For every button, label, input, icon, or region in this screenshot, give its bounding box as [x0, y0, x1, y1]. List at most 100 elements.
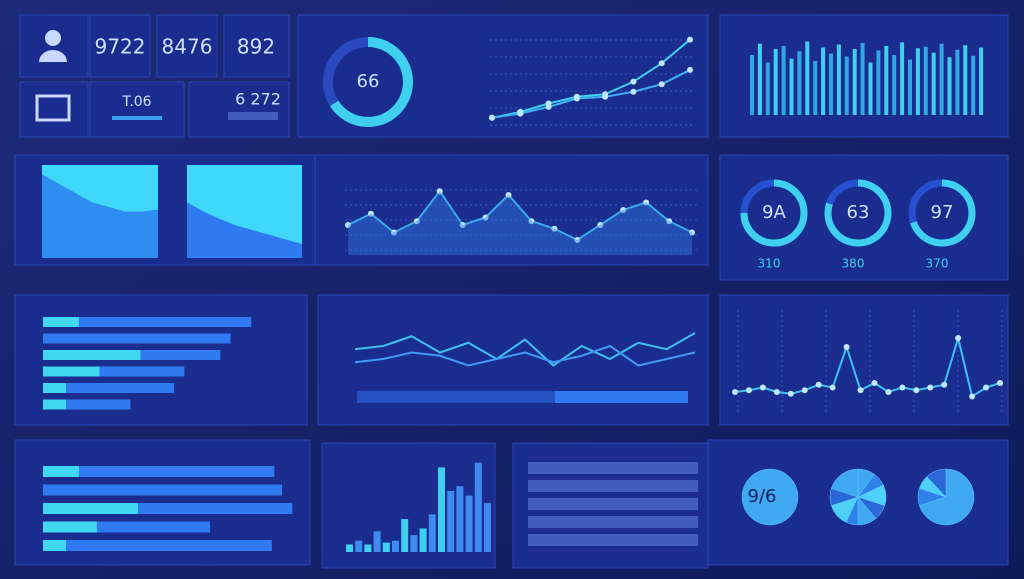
bar — [410, 535, 418, 552]
point — [436, 188, 443, 195]
bar — [813, 61, 818, 115]
line — [354, 344, 696, 367]
bar — [447, 490, 455, 552]
bar — [797, 51, 802, 115]
point — [759, 384, 766, 391]
point — [829, 384, 836, 391]
point — [643, 199, 650, 206]
point — [658, 60, 665, 67]
bar — [789, 58, 794, 115]
point — [545, 103, 552, 110]
point — [687, 66, 693, 73]
bar — [773, 49, 778, 115]
ring-label: 9A — [762, 202, 786, 223]
bar — [892, 55, 897, 115]
bar-segment — [66, 383, 175, 393]
tile-value: T.06 — [121, 94, 151, 110]
area — [42, 174, 158, 258]
kpi: 892 — [237, 35, 275, 59]
point — [390, 229, 397, 236]
ring-arc — [740, 179, 808, 247]
bar — [829, 53, 833, 115]
bar — [438, 467, 445, 552]
point — [630, 78, 637, 85]
bar-segment — [78, 466, 275, 477]
bar — [963, 45, 968, 115]
gauge-arc — [330, 37, 413, 127]
pie-slice — [926, 468, 947, 498]
point — [801, 387, 808, 394]
bar — [419, 528, 427, 552]
bar — [821, 47, 826, 115]
bar — [401, 519, 409, 552]
point — [687, 36, 693, 43]
bar — [428, 514, 436, 552]
point — [941, 381, 948, 388]
point — [773, 389, 780, 395]
point — [857, 387, 864, 394]
bar-segment — [43, 317, 79, 327]
bar-segment — [43, 333, 231, 344]
point — [787, 390, 794, 397]
bar-segment — [43, 399, 67, 410]
point — [345, 222, 351, 228]
point — [528, 218, 535, 225]
point — [885, 389, 892, 395]
ring-arc — [824, 179, 892, 247]
bar-segment — [66, 399, 131, 410]
bar — [382, 542, 390, 552]
point — [620, 207, 627, 213]
point — [732, 389, 738, 395]
bar — [750, 55, 754, 115]
bar-segment — [43, 484, 283, 496]
point — [367, 210, 374, 217]
bar — [876, 50, 881, 115]
point — [658, 81, 665, 88]
point — [983, 384, 990, 391]
kpi: 9722 — [95, 35, 146, 59]
pie-label: 9/6 — [748, 486, 777, 507]
bar — [844, 56, 849, 115]
point — [927, 384, 934, 391]
tile-value: 6 272 — [235, 90, 281, 109]
point — [843, 344, 850, 350]
point — [815, 381, 822, 388]
bar-segment — [43, 521, 97, 533]
range-bar — [357, 391, 555, 403]
bar — [765, 62, 770, 115]
point — [489, 114, 495, 121]
ring-sub: 380 — [842, 257, 865, 271]
point — [482, 214, 489, 221]
pie-slice — [831, 468, 859, 498]
point — [913, 387, 920, 394]
point — [597, 222, 604, 228]
kpi: 8476 — [162, 35, 213, 59]
bar — [456, 486, 464, 552]
point — [574, 237, 581, 243]
ring-sub: 370 — [926, 257, 949, 271]
bar — [757, 43, 762, 115]
bar — [805, 41, 810, 115]
point — [997, 380, 1003, 386]
point — [666, 218, 673, 225]
bar-segment — [138, 503, 293, 514]
bar — [355, 540, 363, 552]
bar-segment — [43, 466, 79, 477]
bar-segment — [43, 383, 67, 393]
point — [955, 335, 962, 341]
bar — [923, 46, 928, 115]
point — [899, 384, 906, 391]
bar — [852, 49, 857, 115]
point — [602, 93, 609, 100]
point — [459, 222, 466, 228]
bar — [900, 42, 905, 115]
bar — [939, 43, 944, 115]
bar — [908, 59, 912, 115]
bar — [915, 48, 920, 115]
ring-sub: 310 — [758, 257, 781, 271]
point — [573, 95, 580, 102]
point — [505, 192, 512, 198]
bar-segment — [43, 503, 139, 514]
